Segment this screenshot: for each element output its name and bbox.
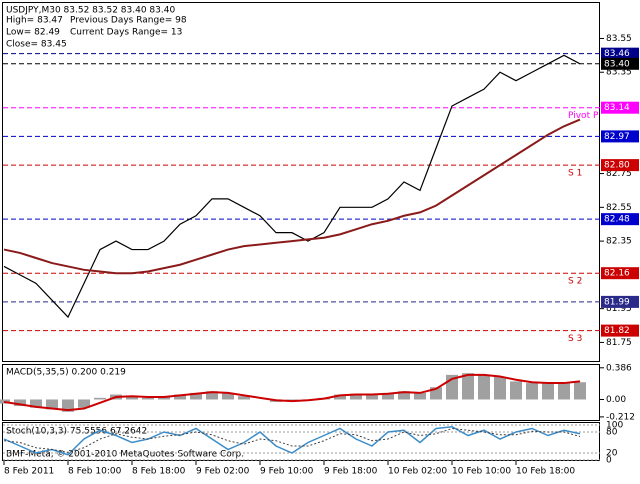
x-tick-label: 10 Feb 10:00 xyxy=(452,467,511,477)
macd-bar xyxy=(414,392,426,400)
macd-bar xyxy=(478,374,490,400)
macd-bar xyxy=(30,399,42,408)
stoch-tick-label: 20 xyxy=(606,449,618,459)
macd-bar xyxy=(238,396,250,400)
level-text: Pivot P xyxy=(568,111,599,121)
macd-bar xyxy=(222,392,234,400)
macd-tick-label: 0.386 xyxy=(606,363,632,373)
x-tick-label: 8 Feb 18:00 xyxy=(132,467,186,477)
macd-bar xyxy=(398,391,410,400)
level-text: S 3 xyxy=(568,334,582,344)
level-label: 83.40 xyxy=(604,59,630,69)
macd-bar xyxy=(462,373,474,400)
level-label-box xyxy=(601,159,639,172)
macd-bar xyxy=(14,399,26,407)
y-tick-label: 81.95 xyxy=(606,304,632,314)
x-tick-label: 9 Feb 10:00 xyxy=(260,467,314,477)
macd-title: MACD(5,35,5) 0.200 0.219 xyxy=(6,368,126,378)
y-tick-label: 82.75 xyxy=(606,169,632,179)
header-symbol: USDJPY,M30 83.52 83.52 83.40 83.40 xyxy=(6,6,175,16)
level-label-box xyxy=(601,295,639,308)
level-label: 83.14 xyxy=(604,103,630,113)
level-label: 83.46 xyxy=(604,49,630,59)
macd-bar xyxy=(174,394,186,400)
level-label-box xyxy=(601,101,639,114)
price-line xyxy=(3,118,581,275)
macd-bar xyxy=(158,397,170,400)
footer: BMF-Meta, © 2001-2010 MetaQuotes Softwar… xyxy=(6,450,244,460)
header-prev-range: Previous Days Range= 98 xyxy=(70,16,187,26)
level-label: 81.99 xyxy=(604,297,630,307)
level-label: 82.48 xyxy=(604,215,630,225)
stoch-main xyxy=(3,425,581,456)
level-text: S 2 xyxy=(568,277,582,287)
level-label-box xyxy=(601,130,639,143)
macd-bar xyxy=(542,383,554,400)
x-tick-label: 10 Feb 02:00 xyxy=(388,467,447,477)
macd-bar xyxy=(78,399,90,408)
macd-panel xyxy=(2,364,600,421)
macd-bar xyxy=(142,397,154,400)
stoch-signal xyxy=(3,427,581,453)
level-label-box xyxy=(601,324,639,337)
macd-bar xyxy=(382,392,394,400)
macd-bar xyxy=(350,393,362,400)
macd-bar xyxy=(46,399,58,410)
level-label: 81.82 xyxy=(604,326,630,336)
stoch-tick-label: 0 xyxy=(606,456,612,466)
level-label: 82.97 xyxy=(604,132,630,142)
x-tick-label: 8 Feb 2011 xyxy=(4,467,54,477)
macd-tick-label: 0.00 xyxy=(606,395,626,405)
macd-bar xyxy=(510,381,522,400)
macd-bar xyxy=(126,396,138,400)
macd-bar xyxy=(190,392,202,400)
macd-bar xyxy=(366,394,378,400)
stoch-tick-label: 80 xyxy=(606,428,618,438)
header-low: Low= 82.49 xyxy=(6,28,60,38)
macd-bar xyxy=(558,383,570,400)
macd-bar xyxy=(494,376,506,400)
level-label-box xyxy=(601,57,639,70)
header-close: Close= 83.45 xyxy=(6,40,67,50)
macd-bar xyxy=(94,397,106,400)
y-tick-label: 82.35 xyxy=(606,237,632,247)
x-tick-label: 9 Feb 02:00 xyxy=(196,467,250,477)
y-tick-label: 81.75 xyxy=(606,338,632,348)
macd-bar xyxy=(334,394,346,400)
y-tick-label: 83.35 xyxy=(606,68,632,78)
x-tick-label: 10 Feb 18:00 xyxy=(516,467,575,477)
header-high: High= 83.47 xyxy=(6,16,63,26)
level-label: 82.16 xyxy=(604,269,630,279)
level-label: 82.80 xyxy=(604,161,630,171)
level-label-box xyxy=(601,213,639,226)
x-tick-label: 8 Feb 10:00 xyxy=(68,467,122,477)
macd-tick-label: -0.212 xyxy=(606,412,635,422)
y-tick-label: 83.55 xyxy=(606,34,632,44)
macd-bar xyxy=(526,383,538,400)
macd-bar xyxy=(62,399,74,412)
price-line xyxy=(3,54,581,319)
level-text: S 1 xyxy=(568,169,582,179)
main-panel xyxy=(2,2,600,362)
header-cur-range: Current Days Range= 13 xyxy=(70,28,182,38)
macd-bar xyxy=(574,382,586,400)
y-tick-label: 82.55 xyxy=(606,203,632,213)
stoch-tick-label: 100 xyxy=(606,421,623,431)
level-label-box xyxy=(601,267,639,280)
macd-bar xyxy=(206,391,218,400)
macd-signal xyxy=(3,373,581,412)
level-label-box xyxy=(601,47,639,60)
x-tick-label: 9 Feb 18:00 xyxy=(324,467,378,477)
